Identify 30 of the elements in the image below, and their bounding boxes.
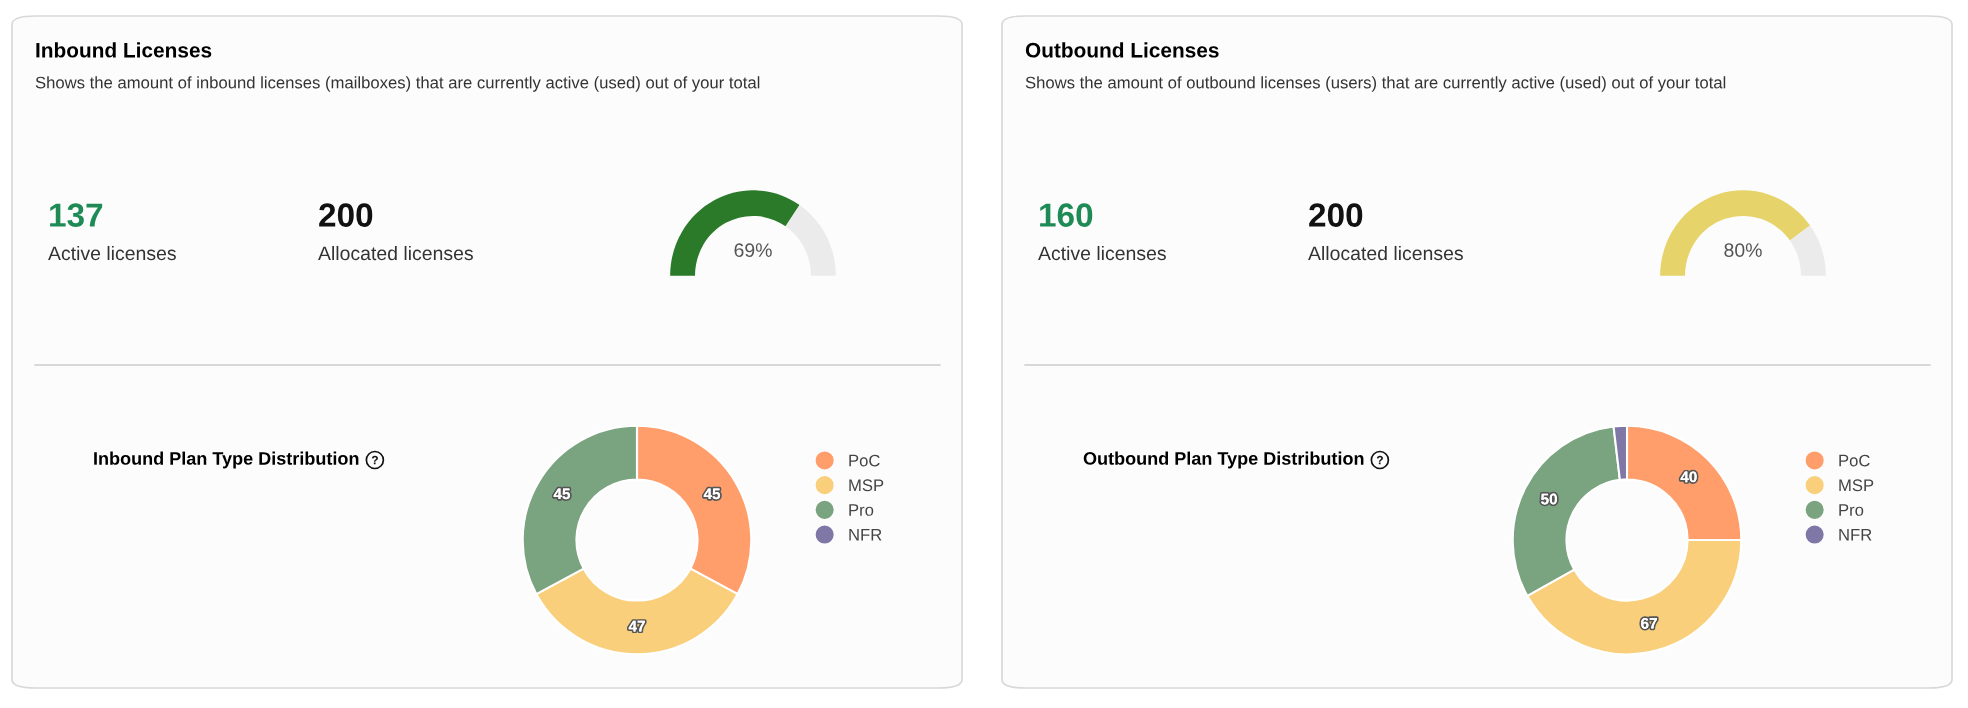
legend-label: PoC <box>1839 454 1870 467</box>
text: 160 <box>1040 203 1093 227</box>
data-label: 50 <box>1541 493 1557 505</box>
legend-label: Pro <box>849 504 874 516</box>
legend-label: Pro <box>1839 504 1864 516</box>
text: Shows the amount of inbound licenses (mailboxes) that are currently active (used) out of your total <box>35 76 760 92</box>
text: 69% <box>734 243 772 258</box>
data-label: 67 <box>1641 617 1657 629</box>
text: Active licenses <box>1038 245 1166 261</box>
text: 80% <box>1724 243 1762 258</box>
data-label: 45 <box>703 488 721 500</box>
data-label: 45 <box>553 488 571 500</box>
text: Inbound Plan Type Distribution <box>94 451 359 469</box>
text: Inbound Licenses <box>36 42 212 58</box>
text: 200 <box>319 203 373 227</box>
text: 200 <box>1309 203 1363 227</box>
legend-label: NFR <box>1839 528 1872 541</box>
legend-label: MSP <box>1839 479 1874 492</box>
text: 137 <box>50 203 103 227</box>
text: Allocated licenses <box>1308 245 1463 261</box>
text: Shows the amount of outbound licenses (users) that are currently active (used) out of your total <box>1025 76 1726 92</box>
text: Active licenses <box>48 245 176 261</box>
text: Outbound Licenses <box>1025 42 1219 58</box>
text: Outbound Plan Type Distribution <box>1083 451 1364 469</box>
data-label: 40 <box>1680 471 1697 483</box>
legend-label: MSP <box>849 479 884 492</box>
data-label: 47 <box>628 620 645 632</box>
text: Allocated licenses <box>318 245 473 261</box>
legend-label: PoC <box>849 454 880 467</box>
legend-label: NFR <box>849 528 882 541</box>
